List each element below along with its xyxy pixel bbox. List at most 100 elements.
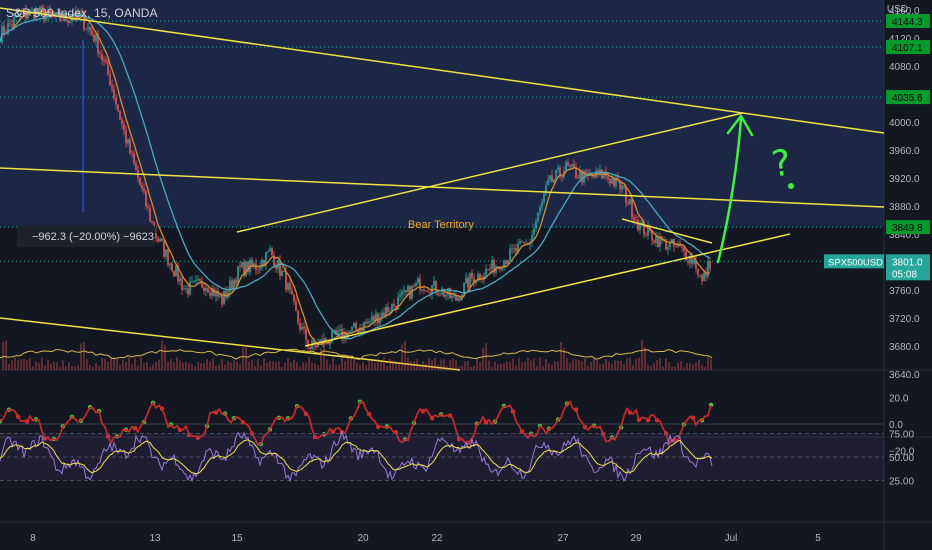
candle-body: [447, 287, 449, 295]
candle-body: [19, 13, 21, 17]
volume-bar: [206, 359, 208, 370]
volume-bar: [578, 360, 580, 370]
candle-body: [309, 347, 311, 349]
volume-bar: [629, 357, 631, 370]
volume-bar: [35, 361, 37, 370]
candle-body: [259, 267, 261, 270]
candle-body: [553, 179, 555, 182]
candle-body: [639, 224, 641, 231]
volume-bar: [146, 362, 148, 370]
candle-body: [615, 177, 617, 187]
volume-bar: [686, 363, 688, 370]
volume-bar: [200, 363, 202, 370]
volume-bar: [23, 358, 25, 370]
candle-body: [703, 272, 705, 282]
oscillator-tick-label: 0.0: [889, 420, 903, 431]
candle-body: [539, 207, 541, 213]
candle-body: [567, 162, 569, 166]
volume-bar: [536, 365, 538, 370]
candle-body: [223, 291, 225, 305]
price-tick-label: 3720.0: [889, 314, 920, 325]
candle-body: [437, 293, 439, 295]
candle-body: [535, 221, 537, 229]
volume-bar: [575, 359, 577, 370]
volume-bar: [563, 348, 565, 370]
candle-body: [39, 6, 41, 13]
candle-body: [359, 327, 361, 333]
level-tag-label: 4035.6: [892, 93, 923, 104]
candle-body: [315, 344, 317, 348]
candle-body: [389, 311, 391, 313]
volume-bar: [410, 360, 412, 370]
candle-body: [413, 285, 415, 287]
volume-bar: [554, 361, 556, 370]
level-tag: [886, 90, 930, 105]
price-tick-label: 4120.0: [889, 34, 920, 45]
candle-body: [17, 15, 19, 17]
oscillator-line: [0, 400, 712, 447]
candle-body: [91, 30, 93, 36]
candle-body: [199, 279, 201, 281]
candle-body: [473, 278, 475, 284]
candle-body: [669, 241, 671, 247]
volume-bar: [50, 363, 52, 370]
candle-body: [147, 206, 149, 208]
candle-body: [339, 329, 341, 331]
candle-body: [105, 60, 107, 63]
volume-bar: [32, 366, 34, 370]
volume-bar: [251, 359, 253, 370]
candle-body: [271, 248, 273, 256]
candle-body: [325, 338, 327, 342]
candle-body: [279, 259, 281, 276]
candle-body: [641, 222, 643, 225]
candle-body: [439, 294, 441, 296]
candle-body: [37, 8, 39, 13]
candle-body: [465, 277, 467, 284]
volume-bar: [74, 366, 76, 370]
candle-body: [375, 313, 377, 321]
volume-bar: [83, 342, 85, 370]
candle-body: [135, 163, 137, 170]
volume-bar: [47, 359, 49, 370]
measure-label-box: [17, 225, 155, 247]
volume-bar: [95, 363, 97, 370]
volume-bar: [521, 362, 523, 370]
volume-bar: [443, 358, 445, 370]
candle-body: [293, 294, 295, 302]
volume-bar: [167, 361, 169, 370]
candle-body: [559, 167, 561, 175]
candle-body: [129, 139, 131, 153]
candle-body: [261, 259, 263, 268]
volume-bar: [398, 363, 400, 370]
candle-body: [195, 280, 197, 282]
candle-body: [231, 280, 233, 289]
candle-body: [189, 281, 191, 295]
volume-bar: [650, 365, 652, 370]
candle-body: [125, 130, 127, 144]
volume-bar: [278, 361, 280, 370]
volume-bar: [332, 357, 334, 370]
candle-body: [213, 288, 215, 297]
candle-body: [319, 339, 321, 343]
candle-body: [511, 248, 513, 250]
candle-body: [233, 279, 235, 289]
candle-body: [345, 331, 347, 340]
candle-body: [155, 233, 157, 239]
candle-body: [301, 326, 303, 330]
volume-bar: [446, 366, 448, 370]
candle-body: [611, 178, 613, 184]
volume-bar: [368, 359, 370, 370]
candle-body: [645, 234, 647, 236]
slow-ema-line: [0, 12, 711, 340]
volume-bar: [656, 360, 658, 370]
candle-body: [491, 259, 493, 270]
volume-bar: [641, 340, 643, 370]
volume-bar: [653, 363, 655, 370]
volume-bar: [329, 364, 331, 370]
candle-body: [393, 303, 395, 306]
time-tick-label: 15: [231, 533, 243, 544]
volume-bar: [302, 362, 304, 370]
candle-body: [691, 256, 693, 264]
